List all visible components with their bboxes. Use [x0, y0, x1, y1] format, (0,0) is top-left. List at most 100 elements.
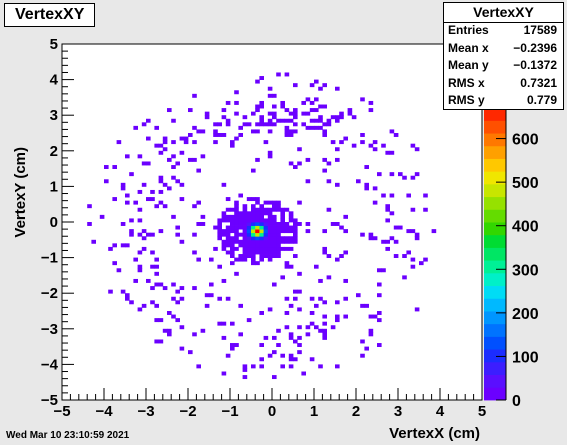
- y-tick-label: −2: [41, 285, 58, 302]
- heatmap-cell: [129, 300, 134, 305]
- color-scale-band: [484, 260, 506, 274]
- heatmap-cell: [234, 204, 239, 209]
- color-scale-band: [484, 183, 506, 198]
- heatmap-cell: [330, 115, 336, 120]
- heatmap-cell: [230, 229, 235, 234]
- heatmap-cell: [125, 193, 130, 198]
- stats-label: Entries: [448, 23, 489, 37]
- heatmap-cell: [196, 257, 201, 262]
- heatmap-cell: [339, 254, 344, 258]
- heatmap-cell: [259, 236, 264, 241]
- heatmap-cell: [335, 86, 340, 91]
- heatmap-cell: [343, 296, 348, 301]
- heatmap-cell: [251, 239, 256, 244]
- heatmap-cell: [255, 261, 260, 266]
- heatmap-cell: [368, 108, 374, 113]
- heatmap-cell: [293, 108, 298, 113]
- y-tick-label: −5: [41, 392, 58, 409]
- heatmap-cell: [414, 172, 420, 177]
- heatmap-cell: [263, 229, 269, 234]
- heatmap-cell: [272, 200, 277, 205]
- heatmap-cell: [284, 129, 290, 134]
- heatmap-cell: [339, 115, 344, 120]
- heatmap-cell: [293, 115, 298, 120]
- heatmap-cell: [326, 122, 332, 127]
- heatmap-cell: [255, 229, 260, 234]
- heatmap-cell: [297, 325, 302, 330]
- color-scale-label: 400: [512, 219, 539, 236]
- heatmap-cell: [167, 311, 172, 315]
- heatmap-cell: [284, 225, 290, 230]
- heatmap-cell: [293, 229, 298, 234]
- heatmap-cell: [234, 100, 239, 105]
- heatmap-cell: [347, 108, 353, 113]
- heatmap-cell: [288, 118, 294, 123]
- heatmap-cell: [276, 229, 281, 234]
- heatmap-cell: [276, 118, 281, 123]
- heatmap-cell: [385, 150, 390, 155]
- heatmap-cell: [288, 129, 294, 134]
- y-tick-label: −4: [41, 356, 59, 373]
- heatmap-cell: [280, 214, 285, 219]
- heatmap-cell: [87, 222, 92, 226]
- heatmap-cell: [263, 254, 269, 258]
- heatmap-cell: [335, 182, 340, 187]
- heatmap-cell: [162, 140, 168, 145]
- stats-value: 0.7321: [520, 75, 557, 90]
- heatmap-cell: [238, 332, 243, 337]
- heatmap-cell: [251, 243, 256, 248]
- heatmap-cell: [272, 243, 277, 248]
- heatmap-cell: [368, 143, 374, 148]
- heatmap-cell: [217, 218, 222, 223]
- heatmap-cell: [267, 86, 273, 91]
- heatmap-cell: [263, 225, 269, 230]
- heatmap-cell: [343, 229, 348, 234]
- heatmap-cell: [267, 232, 273, 237]
- heatmap-cell: [162, 204, 168, 209]
- heatmap-cell: [309, 100, 315, 105]
- heatmap-cell: [297, 200, 302, 205]
- heatmap-cell: [230, 346, 235, 351]
- heatmap-cell: [230, 218, 235, 223]
- heatmap-cell: [154, 303, 159, 308]
- heatmap-cell: [288, 133, 294, 137]
- heatmap-cell: [171, 175, 176, 180]
- heatmap-cell: [251, 261, 256, 266]
- heatmap-cell: [322, 250, 327, 255]
- stats-label: Mean x: [448, 40, 489, 55]
- heatmap-cell: [242, 218, 248, 223]
- heatmap-cell: [217, 264, 222, 269]
- heatmap-cell: [141, 229, 147, 234]
- heatmap-cell: [381, 268, 386, 273]
- heatmap-cell: [238, 214, 243, 219]
- heatmap-cell: [393, 133, 399, 137]
- heatmap-cell: [137, 232, 143, 237]
- heatmap-cell: [104, 165, 109, 169]
- heatmap-cell: [288, 335, 294, 340]
- heatmap-cell: [141, 303, 147, 308]
- heatmap-cell: [150, 189, 155, 194]
- heatmap-cell: [217, 236, 222, 241]
- heatmap-cell: [154, 257, 159, 262]
- heatmap-cell: [280, 211, 285, 216]
- heatmap-cell: [259, 243, 264, 248]
- color-scale-band: [484, 120, 506, 134]
- heatmap-cell: [263, 207, 269, 212]
- heatmap-cell: [284, 236, 290, 241]
- heatmap-cell: [305, 229, 311, 234]
- heatmap-cell: [234, 136, 239, 141]
- heatmap-cell: [192, 140, 197, 145]
- heatmap-cell: [259, 214, 264, 219]
- heatmap-cell: [246, 122, 252, 127]
- heatmap-cell: [276, 243, 281, 248]
- heatmap-cell: [259, 311, 264, 315]
- heatmap-cell: [314, 108, 319, 113]
- heatmap-cell: [364, 186, 369, 191]
- heatmap-cell: [255, 79, 260, 84]
- heatmap-cell: [377, 282, 382, 287]
- heatmap-cell: [335, 300, 340, 305]
- heatmap-cell: [318, 328, 323, 333]
- y-axis-label: VertexY (cm): [12, 147, 29, 238]
- color-scale-band: [484, 222, 506, 236]
- heatmap-cell: [162, 286, 168, 291]
